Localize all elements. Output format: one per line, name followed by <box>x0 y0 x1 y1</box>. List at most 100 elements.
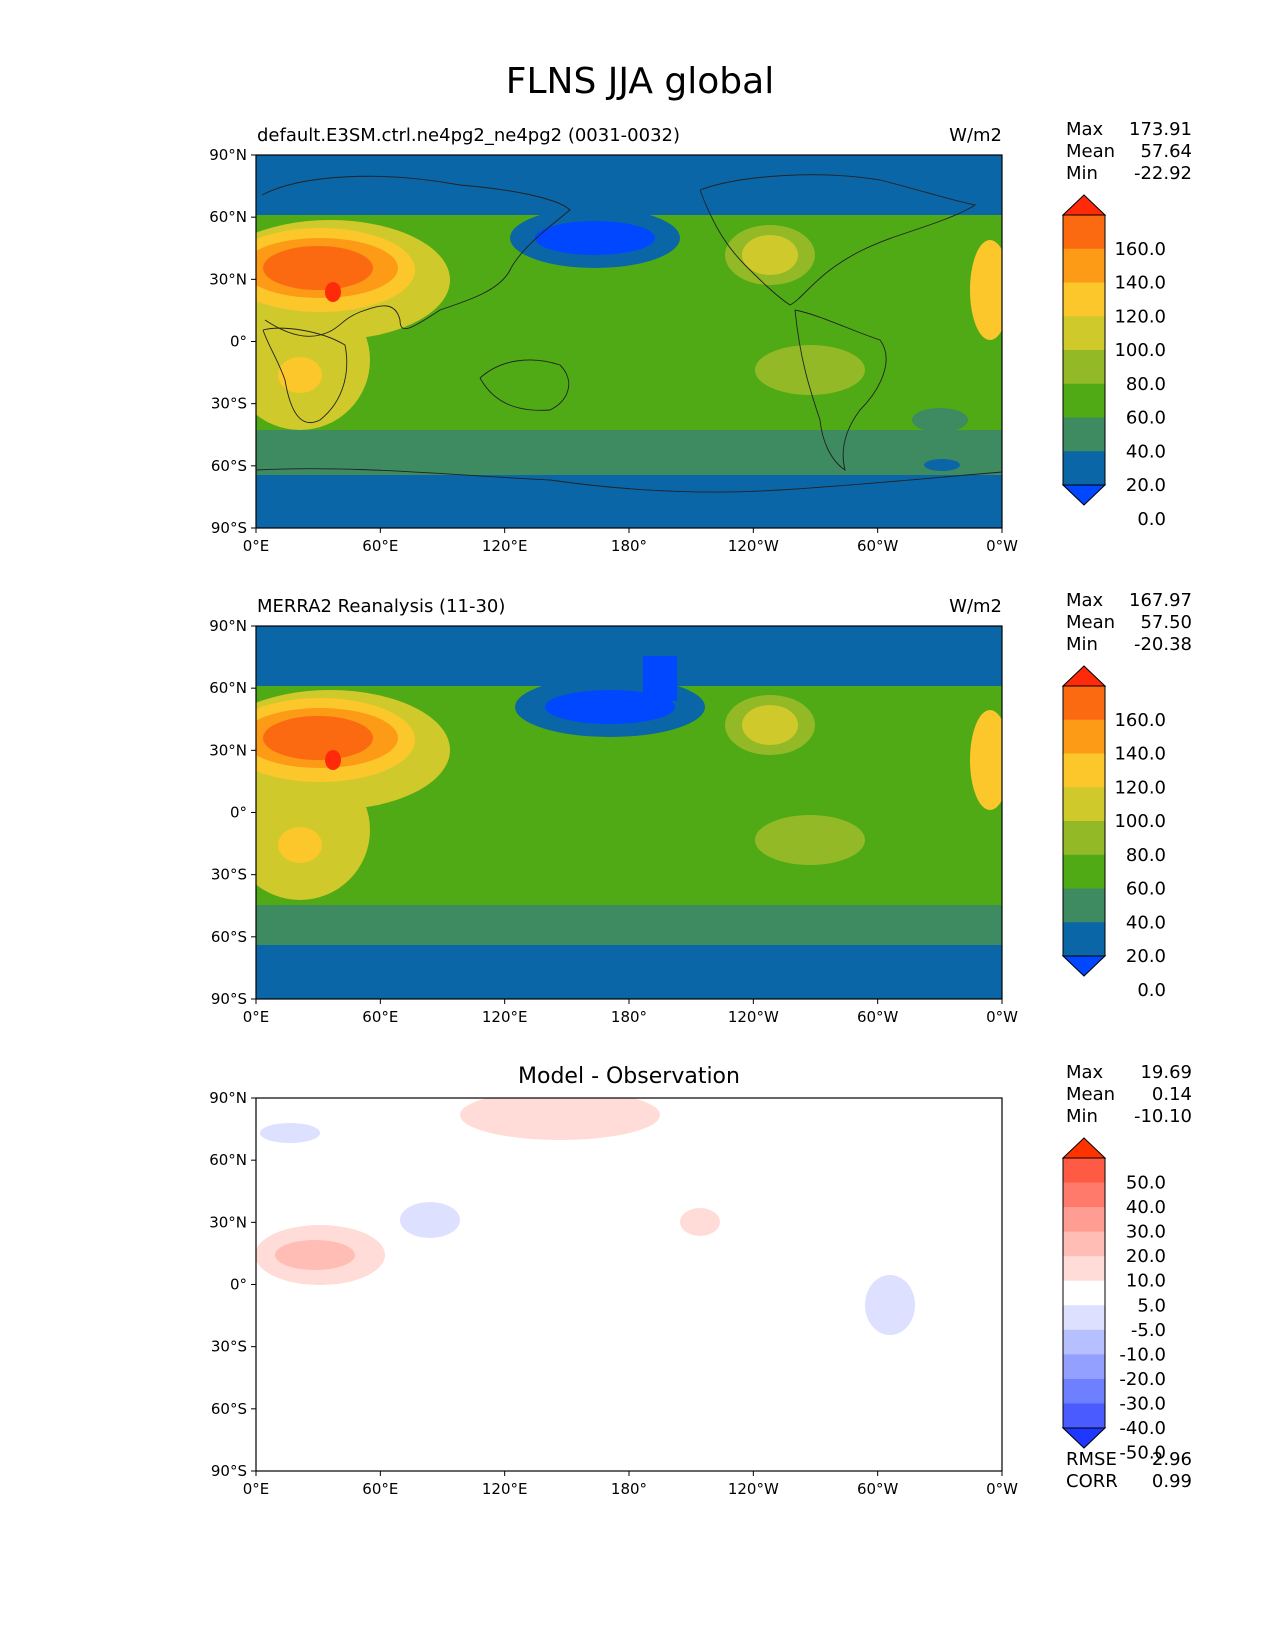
colorbar-label: 60.0 <box>1126 879 1166 900</box>
stat-mean-label: Mean <box>1066 141 1115 162</box>
colorbar-label: 80.0 <box>1126 845 1166 866</box>
y-tick-label: 60°S <box>211 928 247 946</box>
panel-model: default.E3SM.ctrl.ne4pg2_ne4pg2 (0031-00… <box>255 125 1003 529</box>
coastline <box>794 309 887 472</box>
colorbar-extend-top <box>1061 665 1107 687</box>
x-tick-label: 60°W <box>857 537 899 555</box>
colorbar-segment <box>1063 1329 1105 1355</box>
colorbar-label: 20.0 <box>1126 1246 1166 1267</box>
colorbar-label: 140.0 <box>1114 744 1166 765</box>
colorbar-label: -50.0 <box>1119 1443 1166 1464</box>
colorbar-segment <box>1063 350 1105 385</box>
x-tick-label: 180° <box>611 1480 647 1498</box>
y-tick-label: 0° <box>230 333 247 351</box>
stats-model: Max 173.91 Mean 57.64 Min -22.92 <box>1066 119 1192 184</box>
x-tick-label: 60°E <box>362 537 398 555</box>
x-tick-label: 120°E <box>482 1480 528 1498</box>
x-tick-label: 60°E <box>362 1480 398 1498</box>
colorbar-segment <box>1063 1256 1105 1282</box>
stat-mean-label: Mean <box>1066 1084 1115 1105</box>
x-tick-label: 0°E <box>243 537 270 555</box>
stat-min-value: -22.92 <box>1134 163 1192 184</box>
colorbar-label: 60.0 <box>1126 408 1166 429</box>
y-tick-label: 60°N <box>209 208 247 226</box>
colorbar-label: 100.0 <box>1114 340 1166 361</box>
colorbar-extend-bottom <box>1061 1427 1107 1449</box>
colorbar-label: 20.0 <box>1126 475 1166 496</box>
x-tick-label: 180° <box>611 1008 647 1026</box>
colorbar: 50.0 40.0 30.0 20.0 10.0 5.0 -5.0 -10.0 -20.0 -30… <box>1061 1137 1166 1464</box>
stat-min-value: -20.38 <box>1134 634 1192 655</box>
stat-min-label: Min <box>1066 163 1098 184</box>
axis-ticks: 0°E 60°E 120°E 180° 120°W 60°W 0°W 90°N 60°N 30°N… <box>209 146 1018 1498</box>
y-tick-label: 30°N <box>209 1213 247 1231</box>
colorbar-segment <box>1063 417 1105 452</box>
coastlines <box>256 174 1002 493</box>
x-tick-label: 0°W <box>986 537 1018 555</box>
colorbar-extend-bottom <box>1061 955 1107 977</box>
colorbar-segment <box>1063 1378 1105 1404</box>
x-tick-label: 120°W <box>728 1480 779 1498</box>
colorbar-label: -20.0 <box>1119 1369 1166 1390</box>
y-tick-label: 90°N <box>209 617 247 635</box>
stats-diff: Max 19.69 Mean 0.14 Min -10.10 RMSE 2.96… <box>1066 1062 1192 1492</box>
y-tick-label: 90°S <box>211 519 247 537</box>
stat-min-label: Min <box>1066 634 1098 655</box>
x-tick-label: 60°W <box>857 1008 899 1026</box>
y-tick-label: 30°S <box>211 395 247 413</box>
colorbar-frame <box>1062 214 1106 486</box>
colorbar-segment <box>1063 248 1105 283</box>
stat-max-value: 19.69 <box>1140 1062 1192 1083</box>
x-tick-label: 120°E <box>482 1008 528 1026</box>
colorbar: 160.0 140.0 120.0 100.0 80.0 60.0 40.0 20.0 0.0 <box>1061 194 1166 530</box>
stat-mean-value: 57.50 <box>1140 612 1192 633</box>
colorbar-segment <box>1063 1305 1105 1331</box>
colorbar-segment <box>1063 922 1105 957</box>
colorbar-segment <box>1063 1231 1105 1257</box>
stat-max-value: 173.91 <box>1129 119 1192 140</box>
colorbar-segment <box>1063 719 1105 754</box>
stat-max-value: 167.97 <box>1129 590 1192 611</box>
colorbar-segment <box>1063 1354 1105 1380</box>
x-tick-label: 120°E <box>482 537 528 555</box>
stat-max-label: Max <box>1066 590 1104 611</box>
y-tick-label: 30°S <box>211 866 247 884</box>
x-tick-label: 0°W <box>986 1008 1018 1026</box>
colorbar-segment <box>1063 888 1105 923</box>
colorbar-label: 30.0 <box>1126 1222 1166 1243</box>
x-tick-label: 120°W <box>728 1008 779 1026</box>
colorbar-label: 50.0 <box>1126 1173 1166 1194</box>
y-tick-label: 60°S <box>211 1400 247 1418</box>
coastline <box>479 359 570 411</box>
colorbar: 160.0 140.0 120.0 100.0 80.0 60.0 40.0 20.0 0.0 <box>1061 665 1166 1001</box>
colorbar-label: 40.0 <box>1126 441 1166 462</box>
colorbar-frame <box>1062 1157 1106 1429</box>
y-tick-label: 30°N <box>209 270 247 288</box>
colorbar-segment <box>1063 753 1105 788</box>
stat-corr-label: CORR <box>1066 1471 1118 1492</box>
y-tick-label: 60°N <box>209 679 247 697</box>
y-tick-label: 90°N <box>209 1089 247 1107</box>
colorbar-extend-top <box>1061 194 1107 216</box>
coastline <box>256 468 1002 493</box>
colorbar-extend-bottom <box>1061 484 1107 506</box>
stat-rmse-label: RMSE <box>1066 1449 1117 1470</box>
stat-max-label: Max <box>1066 119 1104 140</box>
y-tick-label: 90°S <box>211 1462 247 1480</box>
x-tick-label: 60°E <box>362 1008 398 1026</box>
stat-corr-value: 0.99 <box>1152 1471 1192 1492</box>
colorbar-label: 5.0 <box>1137 1295 1166 1316</box>
colorbar-label: 0.0 <box>1137 509 1166 530</box>
panel-model-units: W/m2 <box>949 125 1002 146</box>
colorbar-label: 40.0 <box>1126 1197 1166 1218</box>
panel-diff: Model - Observation <box>255 1064 1003 1472</box>
x-tick-label: 0°W <box>986 1480 1018 1498</box>
colorbar-label: 100.0 <box>1114 811 1166 832</box>
panel-model-title: default.E3SM.ctrl.ne4pg2_ne4pg2 (0031-00… <box>257 125 680 146</box>
colorbar-segment <box>1063 1403 1105 1429</box>
stat-mean-value: 0.14 <box>1152 1084 1192 1105</box>
panel-obs-title: MERRA2 Reanalysis (11-30) <box>257 596 505 617</box>
colorbar-label: 20.0 <box>1126 946 1166 967</box>
diff-map <box>256 1098 1002 1471</box>
